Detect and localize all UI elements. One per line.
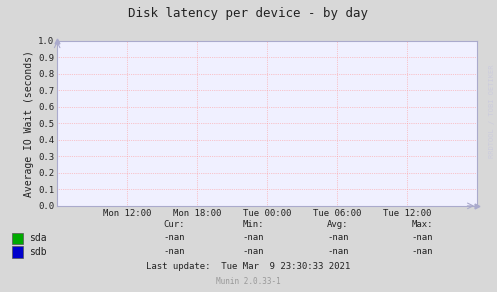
Text: RRDTOOL / TOBI OETIKER: RRDTOOL / TOBI OETIKER — [489, 64, 495, 158]
Text: Cur:: Cur: — [163, 220, 185, 230]
Text: -nan: -nan — [327, 234, 349, 242]
Y-axis label: Average IO Wait (seconds): Average IO Wait (seconds) — [24, 50, 34, 197]
Text: Last update:  Tue Mar  9 23:30:33 2021: Last update: Tue Mar 9 23:30:33 2021 — [147, 262, 350, 271]
Text: Munin 2.0.33-1: Munin 2.0.33-1 — [216, 277, 281, 286]
Text: sda: sda — [29, 233, 46, 243]
Text: -nan: -nan — [163, 234, 185, 242]
Text: -nan: -nan — [412, 247, 433, 256]
Text: Avg:: Avg: — [327, 220, 349, 230]
Text: -nan: -nan — [243, 234, 264, 242]
Text: sdb: sdb — [29, 247, 46, 257]
Text: -nan: -nan — [412, 234, 433, 242]
Text: Disk latency per device - by day: Disk latency per device - by day — [129, 7, 368, 20]
Text: -nan: -nan — [243, 247, 264, 256]
Text: Max:: Max: — [412, 220, 433, 230]
Text: -nan: -nan — [327, 247, 349, 256]
Text: -nan: -nan — [163, 247, 185, 256]
Text: Min:: Min: — [243, 220, 264, 230]
